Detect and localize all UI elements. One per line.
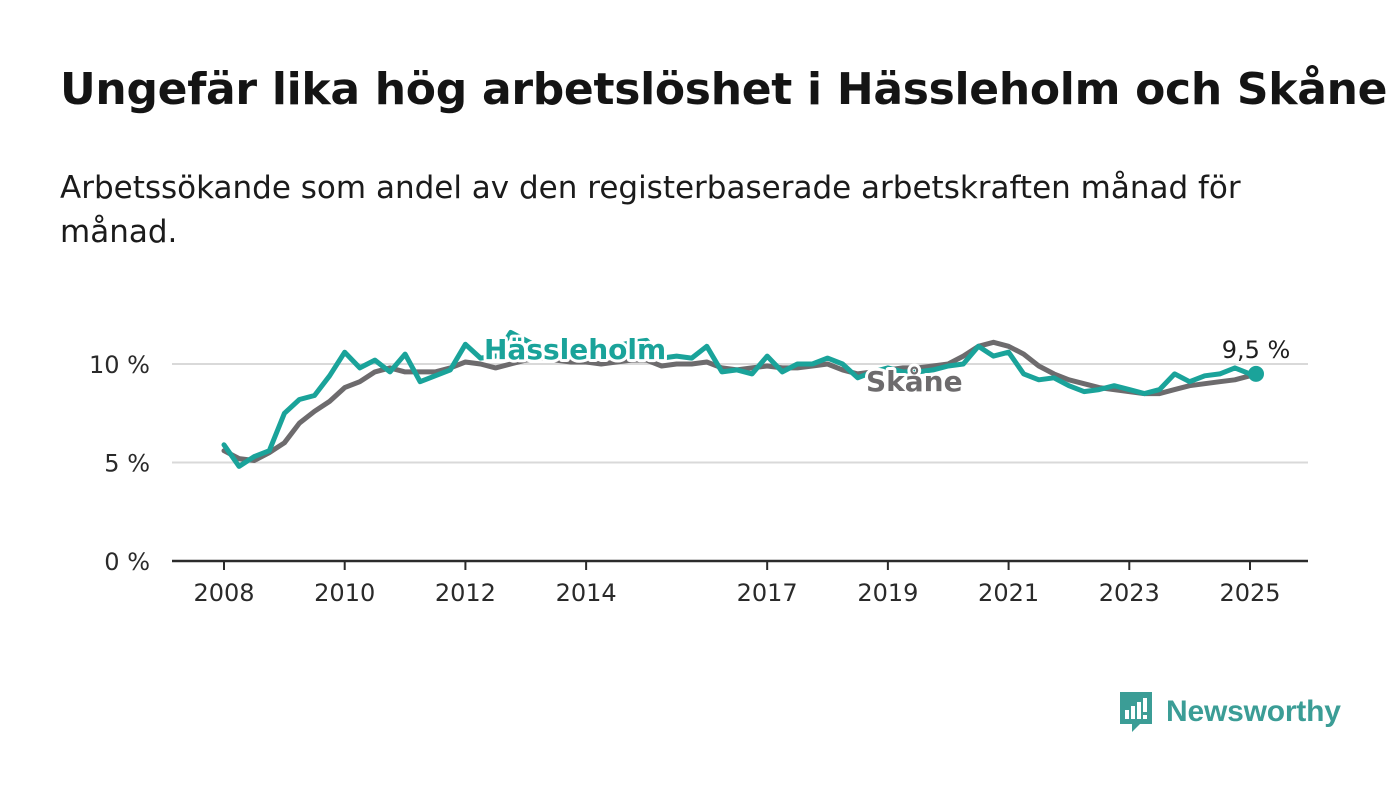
newsworthy-logo-icon bbox=[1120, 692, 1152, 732]
x-tick-label: 2014 bbox=[556, 579, 617, 607]
x-tick-label: 2008 bbox=[193, 579, 254, 607]
y-tick-label: 0 % bbox=[104, 548, 150, 576]
x-axis: 2008 2010 2012 2014 2017 2019 2021 2023 2025 bbox=[172, 559, 1308, 607]
x-tick-label: 2021 bbox=[978, 579, 1039, 607]
y-tick-label: 5 % bbox=[104, 450, 150, 478]
x-tick-label: 2023 bbox=[1099, 579, 1160, 607]
y-tick-label: 10 % bbox=[89, 351, 150, 379]
brand-name: Newsworthy bbox=[1166, 695, 1341, 728]
x-tick-label: 2012 bbox=[435, 579, 496, 607]
x-tick-label: 2025 bbox=[1219, 579, 1280, 607]
x-tick-label: 2017 bbox=[737, 579, 798, 607]
x-tick-label: 2019 bbox=[857, 579, 918, 607]
series-label-skane: Skåne bbox=[866, 365, 963, 398]
series-lines bbox=[221, 330, 1253, 469]
series-labels: Skåne Hässleholm 9,5 % bbox=[481, 330, 1293, 401]
series-line-h-ssleholm bbox=[221, 330, 1253, 469]
chart-subtitle: Arbetssökande som andel av den registerb… bbox=[60, 170, 1241, 250]
end-point-marker bbox=[1248, 365, 1264, 382]
series-label-hassleholm: Hässleholm bbox=[484, 333, 666, 366]
y-axis-tick-labels: 0 % 5 % 10 % bbox=[89, 351, 150, 576]
chart-title: Ungefär lika hög arbetslöshet i Hässleho… bbox=[60, 64, 1388, 115]
end-value-label: 9,5 % bbox=[1222, 336, 1291, 364]
gridlines bbox=[172, 363, 1308, 464]
x-tick-label: 2010 bbox=[314, 579, 375, 607]
newsworthy-logo: Newsworthy bbox=[1118, 690, 1341, 734]
